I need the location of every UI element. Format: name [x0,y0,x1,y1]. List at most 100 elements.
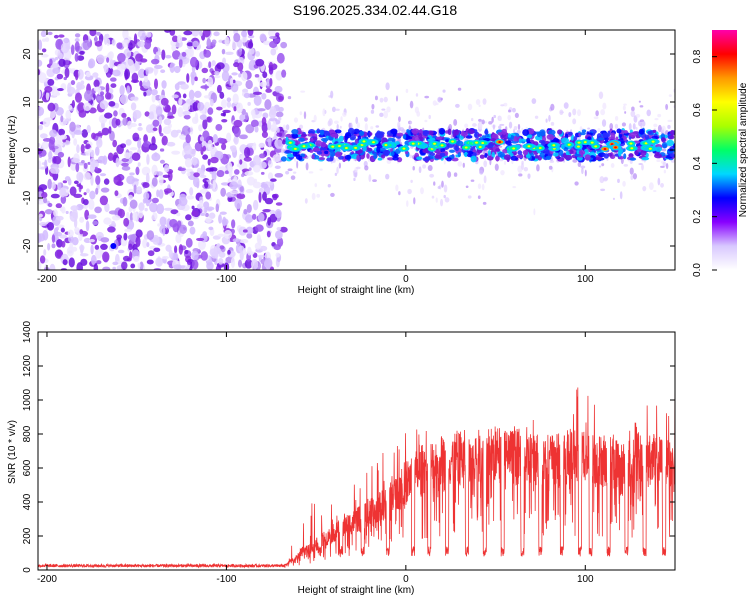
spectrogram-faint-blob [654,117,659,121]
spectrogram-core-peak [498,140,502,143]
spectrogram-faint-blob [410,179,413,183]
spectrogram-noise-blob [264,257,273,269]
spectrogram-noise-blob [94,166,98,171]
spectrogram-noise-blob [225,51,234,55]
colorbar-tick-label: 0.0 [692,263,703,277]
spectrogram-noise-blob [74,52,79,62]
spectrogram-noise-blob [49,129,58,138]
spectrogram-faint-blob [355,116,359,125]
spectrogram-noise-blob [214,70,220,76]
spectrogram-noise-blob [192,176,200,188]
spectrogram-noise-blob [68,235,74,243]
spectrogram-faint-blob [593,116,599,120]
spectrogram-noise-blob [57,52,63,59]
spectrogram-noise-blob [83,90,93,102]
spectrogram-noise-blob [117,52,126,63]
spectrogram-core-peak [338,145,341,148]
spectrogram-noise-blob [75,162,80,173]
spectrogram-noise-blob [86,188,90,194]
spectrogram-band-blob [334,129,342,134]
spectrogram-noise-blob [178,97,183,106]
spectrogram-band-blob [501,128,507,135]
spectrogram-faint-blob [513,126,518,131]
spectrogram-noise-blob [89,190,96,200]
spectrogram-noise-blob [275,202,283,206]
spectrogram-faint-blob [630,110,636,118]
spectrogram-core-peak [567,143,571,146]
spectrogram-noise-blob [45,117,53,121]
spectrogram-band-blob [356,154,360,162]
spectrogram-noise-blob [83,192,87,196]
spectrogram-faint-blob [462,162,465,168]
spectrogram-faint-blob [435,197,438,203]
spectrogram-noise-blob [196,237,205,242]
spectrogram-core-peak [577,145,580,148]
spectrogram-band-blob [412,135,421,143]
spectrogram-noise-blob [153,78,159,90]
spectrogram-noise-blob [275,32,280,37]
spectrogram-faint-blob [472,123,477,127]
spectrogram-noise-blob [70,44,75,55]
spectrogram-noise-blob [115,157,120,168]
spectrogram-noise-blob [133,33,138,45]
spectrogram-band-blob [522,129,530,136]
spectrogram-noise-blob [184,249,189,255]
spectrogram-band-blob [487,149,491,156]
spectrogram-noise-blob [83,172,92,181]
spectrogram-band-blob [507,133,512,138]
spectrogram-faint-blob [568,111,572,118]
spectrogram-noise-blob [269,106,277,116]
spectrogram-noise-blob [216,169,225,178]
spectrogram-noise-blob [161,255,169,260]
spectrogram-noise-blob [211,170,217,181]
spectrogram-noise-blob [251,213,257,220]
spectrogram-noise-blob [230,257,236,268]
spectrogram-faint-blob [494,163,499,171]
spectrogram-noise-blob [252,154,261,166]
spectrogram-noise-blob [67,104,73,111]
snr-y-axis-label: SNR (10 * v/v) [7,420,18,484]
spectrogram-isolated-spot [110,243,117,249]
spectrogram-noise-blob [47,78,55,86]
spectrogram-band-blob [381,154,386,159]
spectrogram-core-peak [481,142,485,145]
spectrogram-noise-blob [260,183,269,189]
spectrogram-noise-blob [189,187,194,196]
spectrogram-noise-blob [129,212,133,222]
spectrogram-band-blob [416,156,423,161]
spectrogram-faint-blob [339,125,342,129]
spectrogram-band-blob [610,132,616,140]
spectrogram-faint-blob [422,164,426,169]
spectrogram-noise-blob [211,39,217,45]
spectrogram-noise-blob [111,215,121,221]
spectrogram-noise-blob [59,187,67,198]
spectrogram-noise-blob [254,242,262,250]
spectrogram-noise-blob [213,31,220,37]
spectrogram-noise-blob [268,136,272,148]
spectrogram-noise-blob [240,238,249,244]
spectrogram-noise-blob [95,260,102,265]
spectrogram-noise-blob [202,130,210,142]
spectrogram-noise-blob [85,220,90,232]
spectrogram-noise-blob [152,119,160,127]
spectrogram-noise-blob [191,259,199,270]
spectrogram-noise-blob [58,128,66,136]
spectrogram-marks [38,30,675,270]
spectrogram-faint-blob [464,123,469,129]
spectrogram-core-peak [402,147,406,150]
spectrogram-noise-blob [57,151,65,158]
spectrogram-faint-blob [557,134,560,139]
spectrogram-core-peak [629,142,633,145]
spectrogram-faint-blob [600,188,606,192]
spectrogram-faint-blob [409,121,413,124]
spectrogram-band-blob [411,128,420,134]
x-tick-label: -100 [216,274,236,285]
spectrogram-noise-blob [245,79,253,90]
spectrogram-band-blob [286,153,295,158]
spectrogram-noise-blob [128,194,133,200]
spectrogram-band-blob [452,134,456,138]
spectrogram-noise-blob [128,41,133,51]
spectrogram-faint-blob [597,127,601,133]
spectrogram-faint-blob [415,93,419,97]
spectrogram-core-peak [331,145,335,148]
